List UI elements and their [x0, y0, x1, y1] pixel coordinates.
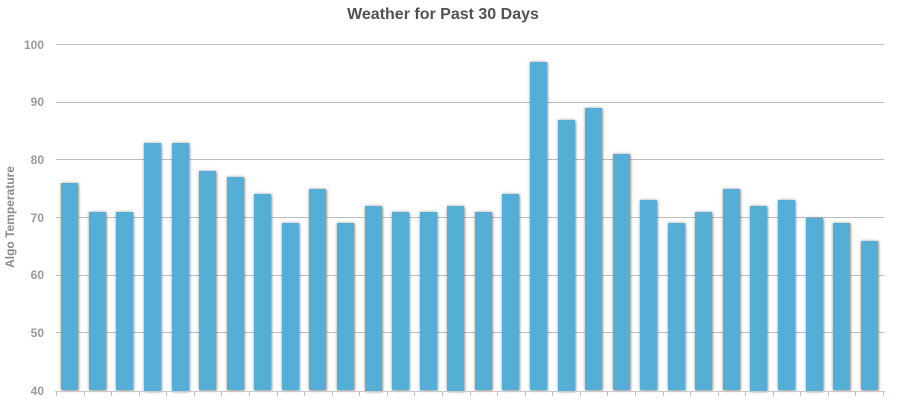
bar[interactable]: [585, 107, 602, 391]
bar[interactable]: [309, 188, 327, 391]
bar[interactable]: [695, 211, 713, 391]
x-tick-mark: [249, 391, 250, 396]
x-tick-mark: [772, 391, 774, 396]
x-tick-mark: [441, 391, 443, 396]
x-tick-mark: [827, 391, 829, 396]
x-tick-mark: [690, 391, 691, 396]
bar[interactable]: [805, 217, 823, 391]
x-tick-mark: [800, 391, 802, 396]
bar[interactable]: [860, 240, 878, 391]
y-tick-label: 90: [30, 95, 44, 110]
bar[interactable]: [116, 211, 134, 391]
chart-title: Weather for Past 30 Days: [347, 6, 539, 23]
x-tick-mark: [166, 391, 168, 396]
bar[interactable]: [667, 223, 685, 391]
bar[interactable]: [392, 211, 410, 391]
y-gridline: [56, 274, 884, 276]
bar[interactable]: [474, 211, 492, 391]
y-tick-label: 60: [30, 268, 44, 283]
bar[interactable]: [199, 171, 217, 391]
bar[interactable]: [529, 61, 547, 391]
bar[interactable]: [447, 206, 465, 391]
x-tick-mark: [276, 391, 278, 396]
bar[interactable]: [364, 206, 382, 391]
x-tick-mark: [552, 391, 554, 396]
bar[interactable]: [88, 211, 106, 391]
bar[interactable]: [502, 194, 520, 391]
bar[interactable]: [61, 182, 79, 391]
x-tick-mark: [111, 391, 113, 396]
bar[interactable]: [640, 200, 658, 391]
x-tick-mark: [662, 391, 664, 396]
x-tick-mark: [56, 391, 57, 396]
bar[interactable]: [254, 194, 272, 391]
x-tick-mark: [607, 391, 609, 396]
x-tick-mark: [497, 391, 499, 396]
bar[interactable]: [144, 142, 161, 391]
x-axis-line: [55, 390, 885, 392]
bar[interactable]: [778, 200, 795, 391]
bar[interactable]: [419, 211, 437, 391]
x-tick-mark: [524, 391, 526, 396]
bar[interactable]: [337, 223, 354, 391]
x-tick-mark: [331, 391, 333, 396]
y-tick-label: 50: [30, 325, 44, 340]
y-tick-label: 100: [23, 37, 44, 52]
x-tick-mark: [745, 391, 747, 396]
bar[interactable]: [171, 142, 189, 391]
x-tick-mark: [579, 391, 581, 396]
x-tick-mark: [193, 391, 195, 396]
bar[interactable]: [557, 119, 575, 391]
x-tick-mark: [717, 391, 719, 396]
x-tick-mark: [386, 391, 388, 396]
x-tick-mark: [634, 391, 636, 396]
y-tick-label: 70: [30, 210, 44, 225]
y-gridline: [56, 159, 884, 161]
y-gridline: [56, 332, 884, 334]
bar[interactable]: [833, 223, 851, 391]
x-tick-mark: [414, 391, 416, 396]
x-tick-mark: [469, 391, 471, 396]
y-gridline: [56, 101, 884, 103]
x-tick-mark: [359, 391, 361, 396]
bar[interactable]: [722, 188, 740, 391]
x-tick-mark: [221, 391, 223, 396]
x-tick-mark: [83, 391, 85, 396]
x-tick-mark: [138, 391, 140, 396]
bar[interactable]: [226, 177, 244, 391]
y-gridline: [56, 44, 884, 45]
x-tick-mark: [304, 391, 306, 396]
x-tick-mark: [883, 391, 884, 396]
y-tick-label: 40: [30, 383, 44, 398]
x-tick-mark: [855, 391, 857, 396]
bar[interactable]: [281, 223, 299, 391]
bar[interactable]: [612, 154, 630, 391]
y-tick-label: 80: [30, 152, 44, 167]
y-gridline: [56, 217, 884, 218]
bar[interactable]: [750, 206, 768, 391]
